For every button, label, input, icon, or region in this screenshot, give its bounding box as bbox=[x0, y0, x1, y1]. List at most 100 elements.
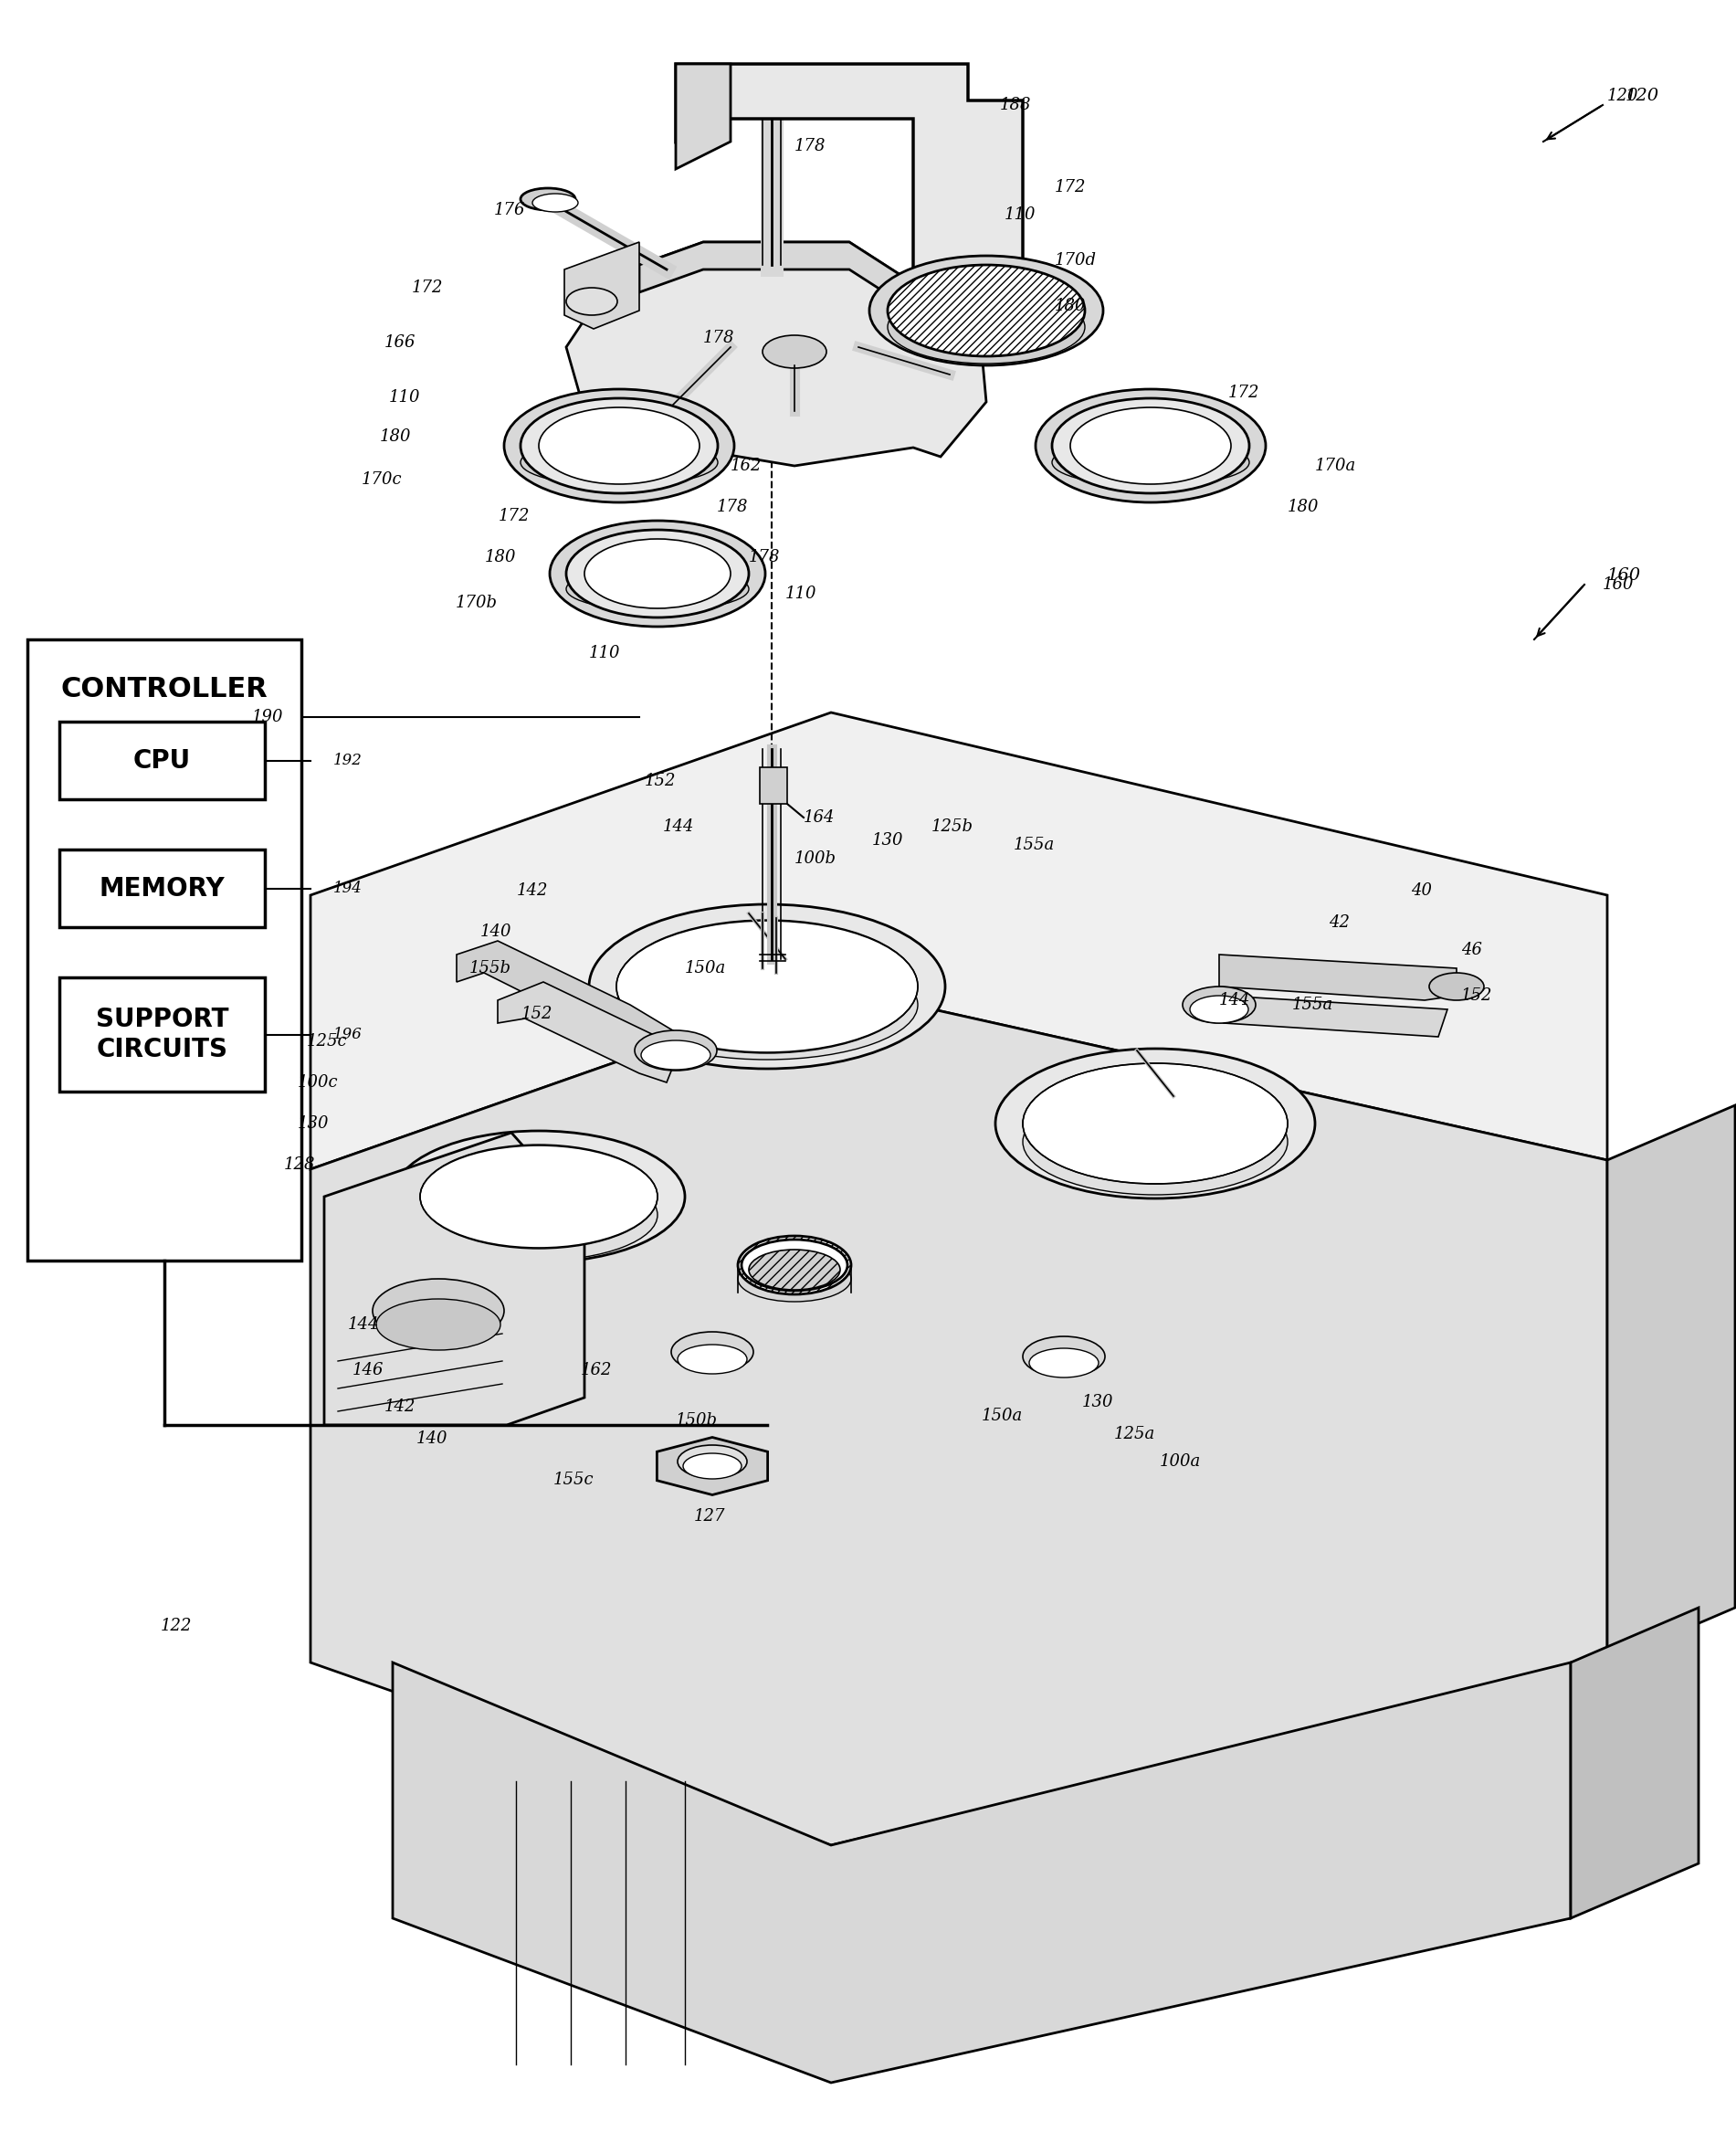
Polygon shape bbox=[1224, 996, 1448, 1036]
Text: 144: 144 bbox=[1219, 991, 1250, 1008]
Polygon shape bbox=[311, 712, 1608, 1168]
Ellipse shape bbox=[1023, 1064, 1288, 1183]
Text: 160: 160 bbox=[1608, 567, 1641, 584]
Text: 140: 140 bbox=[479, 923, 512, 940]
Text: 178: 178 bbox=[748, 548, 781, 565]
Text: 128: 128 bbox=[283, 1156, 314, 1173]
Text: 110: 110 bbox=[389, 390, 420, 405]
Text: 125c: 125c bbox=[306, 1034, 347, 1049]
Ellipse shape bbox=[566, 531, 748, 618]
Text: 155a: 155a bbox=[1014, 836, 1055, 853]
Text: 190: 190 bbox=[252, 708, 283, 725]
Text: 40: 40 bbox=[1411, 883, 1432, 900]
Ellipse shape bbox=[1182, 987, 1255, 1023]
Text: 178: 178 bbox=[717, 499, 748, 516]
Polygon shape bbox=[1608, 1104, 1734, 1663]
Text: 152: 152 bbox=[1462, 987, 1493, 1004]
Text: 127: 127 bbox=[694, 1507, 726, 1524]
Ellipse shape bbox=[616, 951, 918, 1060]
Text: 152: 152 bbox=[644, 772, 675, 789]
Text: 125b: 125b bbox=[932, 819, 974, 836]
Ellipse shape bbox=[521, 439, 717, 486]
Text: 100a: 100a bbox=[1160, 1454, 1201, 1469]
Text: 155a: 155a bbox=[1292, 996, 1333, 1013]
Polygon shape bbox=[311, 987, 1608, 1844]
Text: 172: 172 bbox=[1229, 384, 1260, 401]
Ellipse shape bbox=[682, 1454, 741, 1480]
Ellipse shape bbox=[1023, 1337, 1106, 1377]
Text: 110: 110 bbox=[785, 586, 818, 601]
Text: 155c: 155c bbox=[552, 1471, 594, 1488]
Ellipse shape bbox=[589, 904, 944, 1068]
Text: 125a: 125a bbox=[1115, 1426, 1156, 1443]
Ellipse shape bbox=[1023, 1089, 1288, 1194]
Ellipse shape bbox=[616, 921, 918, 1053]
Ellipse shape bbox=[373, 1279, 503, 1343]
Ellipse shape bbox=[635, 1030, 717, 1070]
Text: 166: 166 bbox=[384, 335, 415, 352]
Text: 170c: 170c bbox=[361, 471, 401, 488]
Text: 46: 46 bbox=[1462, 942, 1483, 957]
Polygon shape bbox=[498, 983, 675, 1083]
Text: 180: 180 bbox=[380, 429, 411, 446]
Text: 172: 172 bbox=[411, 279, 443, 296]
Bar bbox=[28, 640, 302, 1260]
Text: 180: 180 bbox=[1055, 298, 1087, 313]
Text: 120: 120 bbox=[1625, 87, 1660, 104]
Text: 142: 142 bbox=[516, 883, 549, 900]
Ellipse shape bbox=[521, 188, 575, 211]
Text: CONTROLLER: CONTROLLER bbox=[61, 676, 267, 701]
Ellipse shape bbox=[585, 539, 731, 608]
Text: 150b: 150b bbox=[675, 1411, 717, 1428]
Text: 162: 162 bbox=[731, 458, 762, 473]
Ellipse shape bbox=[748, 1249, 840, 1290]
Text: 192: 192 bbox=[333, 753, 363, 768]
Text: 178: 178 bbox=[703, 330, 734, 345]
Text: MEMORY: MEMORY bbox=[99, 876, 226, 902]
Text: 155b: 155b bbox=[469, 959, 512, 976]
Text: 170d: 170d bbox=[1055, 252, 1097, 269]
Text: SUPPORT
CIRCUITS: SUPPORT CIRCUITS bbox=[95, 1006, 229, 1062]
Ellipse shape bbox=[995, 1049, 1314, 1198]
Ellipse shape bbox=[420, 1168, 658, 1260]
Text: 42: 42 bbox=[1328, 915, 1349, 932]
Polygon shape bbox=[392, 1663, 1571, 2083]
Text: 188: 188 bbox=[1000, 96, 1031, 113]
Text: 172: 172 bbox=[1055, 179, 1087, 196]
Ellipse shape bbox=[641, 1040, 710, 1070]
Ellipse shape bbox=[392, 1130, 686, 1262]
Ellipse shape bbox=[1071, 407, 1231, 484]
Ellipse shape bbox=[533, 194, 578, 211]
Text: 194: 194 bbox=[333, 881, 363, 895]
Ellipse shape bbox=[677, 1445, 746, 1477]
Ellipse shape bbox=[738, 1256, 851, 1303]
Ellipse shape bbox=[521, 399, 717, 492]
Bar bbox=[59, 976, 266, 1092]
Ellipse shape bbox=[566, 567, 748, 612]
Ellipse shape bbox=[1036, 390, 1266, 503]
Text: 130: 130 bbox=[1082, 1394, 1115, 1411]
Text: CPU: CPU bbox=[134, 748, 191, 774]
Text: 150a: 150a bbox=[981, 1407, 1023, 1424]
Ellipse shape bbox=[741, 1239, 847, 1290]
Polygon shape bbox=[564, 243, 639, 328]
Polygon shape bbox=[1219, 955, 1457, 1000]
Text: 110: 110 bbox=[589, 644, 620, 661]
Text: 196: 196 bbox=[333, 1028, 363, 1043]
Ellipse shape bbox=[1189, 996, 1248, 1023]
Text: 144: 144 bbox=[663, 819, 694, 836]
Text: 130: 130 bbox=[871, 831, 904, 849]
Text: 170b: 170b bbox=[455, 595, 498, 612]
Text: 180: 180 bbox=[484, 548, 516, 565]
Ellipse shape bbox=[738, 1237, 851, 1294]
Text: 160: 160 bbox=[1602, 576, 1634, 593]
Bar bbox=[59, 721, 266, 800]
Text: 144: 144 bbox=[347, 1315, 378, 1332]
Ellipse shape bbox=[1052, 399, 1250, 492]
Text: 146: 146 bbox=[352, 1362, 384, 1379]
Polygon shape bbox=[566, 243, 986, 475]
Ellipse shape bbox=[1052, 439, 1250, 486]
Ellipse shape bbox=[503, 390, 734, 503]
Text: 152: 152 bbox=[521, 1006, 552, 1021]
Ellipse shape bbox=[538, 407, 700, 484]
